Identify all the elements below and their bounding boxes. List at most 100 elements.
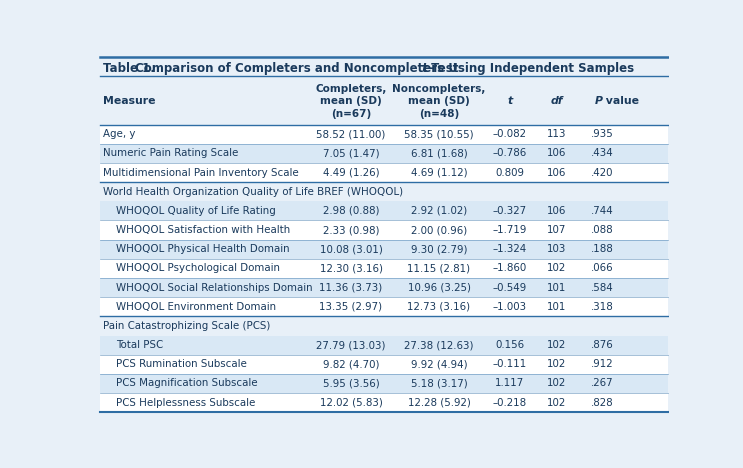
Text: PCS Helplessness Subscale: PCS Helplessness Subscale	[116, 398, 256, 408]
Text: Pain Catastrophizing Scale (PCS): Pain Catastrophizing Scale (PCS)	[103, 321, 270, 331]
Text: 2.92 (1.02): 2.92 (1.02)	[411, 206, 467, 216]
Text: 2.33 (0.98): 2.33 (0.98)	[322, 225, 379, 235]
Text: 4.69 (1.12): 4.69 (1.12)	[411, 168, 467, 177]
Text: .088: .088	[591, 225, 614, 235]
Text: 10.08 (3.01): 10.08 (3.01)	[319, 244, 383, 254]
Text: 106: 106	[547, 168, 566, 177]
Bar	[100, 259, 667, 278]
Bar	[100, 201, 667, 220]
Text: Comparison of Completers and Noncompleters Using Independent Samples: Comparison of Completers and Noncomplete…	[135, 62, 639, 75]
Text: –1.003: –1.003	[493, 302, 527, 312]
Text: Measure: Measure	[103, 96, 155, 106]
Text: 9.92 (4.94): 9.92 (4.94)	[411, 359, 467, 369]
Text: WHOQOL Psychological Domain: WHOQOL Psychological Domain	[116, 263, 280, 273]
Text: 0.809: 0.809	[496, 168, 525, 177]
Text: 1.117: 1.117	[496, 379, 525, 388]
Text: –1.860: –1.860	[493, 263, 527, 273]
Text: WHOQOL Physical Health Domain: WHOQOL Physical Health Domain	[116, 244, 290, 254]
Bar	[100, 336, 667, 355]
Text: WHOQOL Quality of Life Rating: WHOQOL Quality of Life Rating	[116, 206, 276, 216]
Text: 101: 101	[547, 302, 566, 312]
Text: –0.786: –0.786	[493, 148, 527, 158]
Bar	[100, 144, 667, 163]
Text: PCS Rumination Subscale: PCS Rumination Subscale	[116, 359, 247, 369]
Text: 9.30 (2.79): 9.30 (2.79)	[411, 244, 467, 254]
Text: t: t	[422, 62, 427, 75]
Text: 13.35 (2.97): 13.35 (2.97)	[319, 302, 383, 312]
Text: Multidimensional Pain Inventory Scale: Multidimensional Pain Inventory Scale	[103, 168, 299, 177]
Text: .584: .584	[591, 283, 614, 292]
Text: –0.549: –0.549	[493, 283, 527, 292]
Text: 12.73 (3.16): 12.73 (3.16)	[407, 302, 470, 312]
Text: 102: 102	[547, 359, 566, 369]
Bar	[100, 220, 667, 240]
Bar	[100, 163, 667, 182]
Text: Age, y: Age, y	[103, 129, 135, 139]
Text: 2.98 (0.88): 2.98 (0.88)	[322, 206, 379, 216]
Text: .935: .935	[591, 129, 614, 139]
Text: value: value	[602, 96, 639, 106]
Text: –0.111: –0.111	[493, 359, 527, 369]
Text: –1.719: –1.719	[493, 225, 528, 235]
Bar	[100, 393, 667, 412]
Text: df: df	[551, 96, 563, 106]
Text: .267: .267	[591, 379, 614, 388]
Bar	[100, 278, 667, 297]
Text: 11.15 (2.81): 11.15 (2.81)	[407, 263, 470, 273]
Text: WHOQOL Social Relationships Domain: WHOQOL Social Relationships Domain	[116, 283, 313, 292]
Text: .434: .434	[591, 148, 614, 158]
Text: .420: .420	[591, 168, 614, 177]
Text: .876: .876	[591, 340, 614, 350]
Text: -Test: -Test	[428, 62, 458, 75]
Text: 27.38 (12.63): 27.38 (12.63)	[404, 340, 474, 350]
Text: .828: .828	[591, 398, 614, 408]
Text: 12.02 (5.83): 12.02 (5.83)	[319, 398, 383, 408]
Text: 0.156: 0.156	[496, 340, 525, 350]
Text: 5.95 (3.56): 5.95 (3.56)	[322, 379, 380, 388]
Text: 10.96 (3.25): 10.96 (3.25)	[407, 283, 470, 292]
Text: 9.82 (4.70): 9.82 (4.70)	[322, 359, 379, 369]
Bar	[100, 297, 667, 316]
Bar	[100, 374, 667, 393]
Text: –0.327: –0.327	[493, 206, 527, 216]
Text: 106: 106	[547, 206, 566, 216]
Bar	[100, 124, 667, 144]
Text: 107: 107	[547, 225, 566, 235]
Text: 12.30 (3.16): 12.30 (3.16)	[319, 263, 383, 273]
Bar	[100, 182, 667, 201]
Text: PCS Magnification Subscale: PCS Magnification Subscale	[116, 379, 258, 388]
Text: Total PSC: Total PSC	[116, 340, 163, 350]
Text: .912: .912	[591, 359, 614, 369]
Text: Numeric Pain Rating Scale: Numeric Pain Rating Scale	[103, 148, 238, 158]
Text: 102: 102	[547, 379, 566, 388]
Text: Noncompleters,
mean (SD)
(n=48): Noncompleters, mean (SD) (n=48)	[392, 84, 486, 118]
Text: P: P	[594, 96, 603, 106]
Text: .318: .318	[591, 302, 614, 312]
Text: WHOQOL Environment Domain: WHOQOL Environment Domain	[116, 302, 276, 312]
Text: t: t	[507, 96, 513, 106]
Text: World Health Organization Quality of Life BREF (WHOQOL): World Health Organization Quality of Lif…	[103, 187, 403, 197]
Bar	[100, 355, 667, 374]
Text: 4.49 (1.26): 4.49 (1.26)	[322, 168, 380, 177]
Text: 58.52 (11.00): 58.52 (11.00)	[317, 129, 386, 139]
Text: 27.79 (13.03): 27.79 (13.03)	[317, 340, 386, 350]
Text: 6.81 (1.68): 6.81 (1.68)	[411, 148, 467, 158]
Text: 102: 102	[547, 398, 566, 408]
Text: 103: 103	[547, 244, 566, 254]
Text: WHOQOL Satisfaction with Health: WHOQOL Satisfaction with Health	[116, 225, 291, 235]
Bar	[100, 240, 667, 259]
Bar	[100, 78, 667, 124]
Text: Completers,
mean (SD)
(n=67): Completers, mean (SD) (n=67)	[315, 84, 386, 118]
Text: –0.082: –0.082	[493, 129, 527, 139]
Text: 58.35 (10.55): 58.35 (10.55)	[404, 129, 474, 139]
Text: –0.218: –0.218	[493, 398, 527, 408]
Text: 5.18 (3.17): 5.18 (3.17)	[411, 379, 467, 388]
Text: 102: 102	[547, 263, 566, 273]
Text: 101: 101	[547, 283, 566, 292]
Text: 106: 106	[547, 148, 566, 158]
Text: 113: 113	[547, 129, 567, 139]
Bar	[100, 316, 667, 336]
Text: Table 1.: Table 1.	[103, 62, 155, 75]
Text: 102: 102	[547, 340, 566, 350]
Text: .066: .066	[591, 263, 614, 273]
